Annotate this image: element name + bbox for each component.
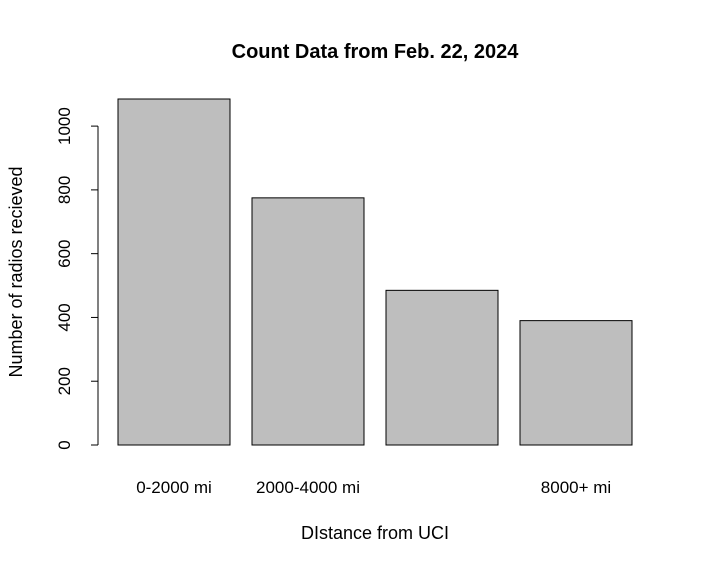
y-axis-label: Number of radios recieved <box>6 166 26 377</box>
x-tick-label: 0-2000 mi <box>136 478 212 497</box>
bar <box>251 197 365 446</box>
x-axis-label: DIstance from UCI <box>301 523 449 543</box>
y-tick-label: 200 <box>55 367 74 395</box>
y-axis: 0 200 400 600 800 1000 <box>55 107 99 450</box>
x-tick-label: 2000-4000 mi <box>256 478 360 497</box>
y-tick-label: 1000 <box>55 107 74 145</box>
x-tick-label: 8000+ mi <box>541 478 611 497</box>
bar <box>117 98 231 446</box>
chart-title: Count Data from Feb. 22, 2024 <box>232 41 520 63</box>
bars-group <box>117 98 633 446</box>
y-tick-label: 400 <box>55 303 74 331</box>
x-tick-labels: 0-2000 mi 2000-4000 mi 8000+ mi <box>136 478 611 497</box>
y-tick-label: 800 <box>55 176 74 204</box>
bar <box>519 320 633 446</box>
y-tick-label: 600 <box>55 239 74 267</box>
y-tick-label: 0 <box>55 440 74 449</box>
bar <box>385 289 499 446</box>
